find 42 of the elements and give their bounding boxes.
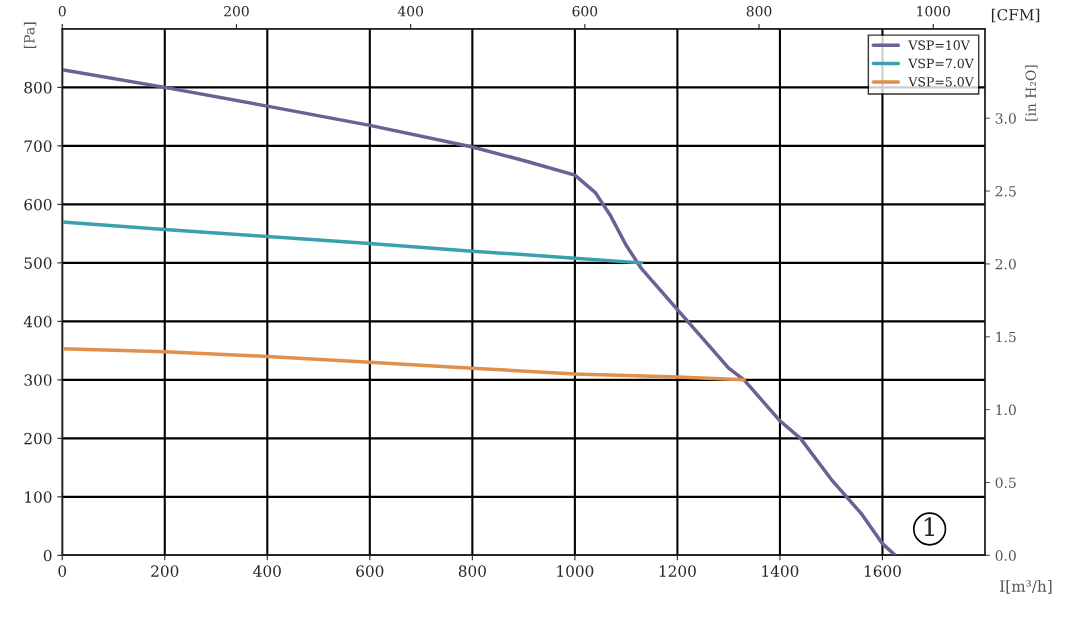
legend-label: VSP=7.0V [908, 58, 974, 69]
y2-tick-label: 3.0 [995, 113, 1016, 124]
line-series [62, 220, 644, 265]
annotation: 1 [924, 517, 935, 536]
x2-tick-label: 1000 [917, 5, 950, 17]
x-tick-label: 1000 [557, 565, 594, 577]
y2-tick-label: 0.0 [995, 550, 1016, 561]
y-axis-title: [Pa] [23, 22, 37, 49]
legend-label: VSP=5.0V [908, 77, 974, 87]
y2-axis-title: [in H₂O] [1025, 65, 1038, 121]
y-tick-label: 200 [24, 432, 52, 445]
y2-tick-label: 2.5 [995, 186, 1016, 197]
x-tick-label: 200 [151, 565, 179, 577]
x2-axis-title: [CFM] [991, 8, 1040, 23]
y-tick-label: 100 [25, 491, 52, 503]
y2-tick-label: 1.0 [996, 404, 1016, 416]
legend-label: VSP=10V [908, 40, 970, 50]
line-series [62, 347, 746, 382]
x2-tick-label: 600 [572, 5, 598, 17]
y-tick-label: 0 [43, 549, 52, 562]
y-tick-label: 700 [24, 140, 52, 152]
x-tick-label: 1200 [659, 565, 696, 577]
x-tick-label: 1400 [762, 565, 799, 577]
y-tick-label: 300 [24, 374, 52, 386]
x2-tick-label: 400 [397, 5, 423, 17]
y-tick-label: 800 [24, 81, 52, 94]
y2-tick-label: 2.0 [995, 258, 1016, 270]
y-tick-label: 500 [24, 257, 52, 269]
x-tick-label: 800 [458, 565, 486, 577]
y-tick-label: 400 [23, 315, 52, 328]
x2-tick-label: 200 [224, 5, 249, 17]
x-tick-label: 400 [253, 565, 281, 577]
y-tick-label: 600 [24, 198, 52, 211]
y2-tick-label: 0.5 [995, 477, 1016, 488]
x-axis-title: I[m³/h] [1000, 580, 1052, 594]
x2-tick-label: 0 [58, 5, 66, 17]
x-tick-label: 0 [58, 565, 67, 577]
line-series [62, 68, 898, 556]
y2-tick-label: 1.5 [996, 331, 1016, 343]
x-tick-label: 1600 [864, 565, 901, 577]
x-tick-label: 600 [356, 565, 384, 577]
x2-tick-label: 800 [746, 5, 772, 17]
